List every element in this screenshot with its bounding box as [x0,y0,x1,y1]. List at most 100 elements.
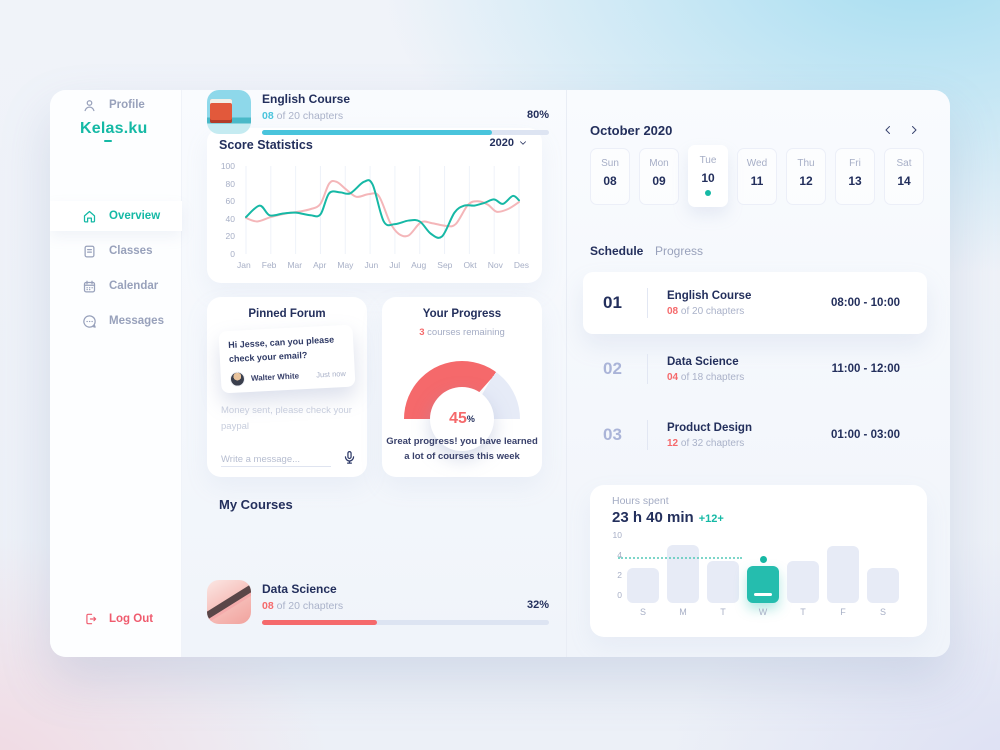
forum-author: Walter White [250,371,300,383]
score-line-chart [245,166,520,254]
day-name: Sun [601,158,619,169]
month-tick: Des [513,260,529,270]
hours-bar-t2[interactable] [707,561,739,603]
course-item[interactable]: English Course 08 of 20 chapters 80% [207,90,549,140]
day-number: 14 [897,174,911,188]
calendar-next-button[interactable] [906,122,922,138]
course-item[interactable]: Data Science 08 of 20 chapters 32% [207,580,549,630]
gauge-value: 45 % [430,387,494,451]
hours-bar-f5[interactable] [827,546,859,603]
forum-message-card[interactable]: Hi Jesse, can you please check your emai… [218,324,356,394]
hours-x-tick: T [720,607,726,617]
day-number: 13 [848,174,862,188]
hours-highlight-dot [760,555,767,563]
hours-bar-t4[interactable] [787,561,819,603]
course-thumbnail [207,90,251,134]
course-progress-fill [262,130,492,135]
calendar-day[interactable]: Thu 12 [786,148,826,205]
calendar-day[interactable]: Mon 09 [639,148,679,205]
remaining-count: 3 [419,327,425,338]
input-underline [221,466,331,467]
pinned-forum-card: Pinned Forum Hi Jesse, can you please ch… [207,297,367,477]
sidebar-item[interactable]: Profile [50,90,182,120]
sidebar-item[interactable]: Messages [50,306,182,336]
month-tick: Feb [261,260,277,270]
hours-y-tick: 4 [617,550,622,560]
score-statistics-title: Score Statistics [219,138,313,152]
schedule-course-name: English Course [667,289,752,302]
hours-x-tick: M [679,607,687,617]
calendar-day[interactable]: Tue 10 [688,145,728,207]
logo-accent [104,140,112,142]
day-number: 11 [750,174,764,188]
month-tick: Okt [463,260,477,270]
schedule-item-number: 03 [603,425,622,444]
sidebar-item[interactable]: Classes [50,236,182,266]
series-previous-year [245,179,520,238]
series-current-year [245,179,520,239]
schedule-item-number: 02 [603,359,622,378]
sidebar-item-label: Profile [109,99,145,111]
hours-bar-w3[interactable] [747,565,779,603]
month-tick: Jul [389,260,401,270]
calendar-month-label: October 2020 [590,123,673,138]
my-courses-title: My Courses [219,497,293,512]
hours-x-tick: F [840,607,846,617]
schedule-course-name: Data Science [667,355,739,368]
month-tick: Apr [313,260,327,270]
sidebar-item[interactable]: Calendar [50,271,182,301]
score-y-tick: 100 [220,161,235,171]
month-tick: Sep [437,260,453,270]
calendar-day[interactable]: Wed 11 [737,148,777,205]
message-input[interactable]: Write a message... [221,449,355,469]
course-percent: 80% [526,109,549,121]
gauge-percent: 45 [449,410,467,427]
course-percent: 32% [526,599,549,611]
calendar-prev-button[interactable] [880,122,896,138]
course-thumbnail [207,580,251,624]
app-logo: Kelas.ku [80,120,148,137]
logout-icon [84,612,98,626]
schedule-item[interactable]: 02 Data Science 04 of 18 chapters 11:00 … [583,338,927,400]
logout-button[interactable]: Log Out [50,604,182,634]
day-name: Mon [649,158,669,169]
avatar [229,371,246,388]
calendar-day[interactable]: Sun 08 [590,148,630,205]
forum-timestamp: Just now [316,368,347,380]
score-y-tick: 80 [225,178,235,189]
schedule-time: 11:00 - 12:00 [831,363,900,375]
day-name: Thu [797,158,815,169]
hours-bar-m1[interactable] [667,545,699,603]
year-dropdown-value: 2020 [489,137,514,149]
tab-schedule[interactable]: Schedule [590,244,644,258]
sidebar-item-label: Calendar [109,280,159,292]
month-tick: Mar [287,260,303,270]
gauge-percent-sign: % [466,414,475,424]
hours-bar-s6[interactable] [867,568,899,603]
hours-bar-s0[interactable] [627,568,659,603]
day-name: Fri [849,158,861,169]
month-tick: May [337,260,354,270]
calendar-day[interactable]: Sat 14 [884,148,924,205]
month-tick: Aug [411,260,427,270]
schedule-time: 01:00 - 03:00 [830,429,900,441]
pinned-forum-title: Pinned Forum [248,308,326,320]
year-dropdown[interactable]: 2020 [490,137,528,149]
sidebar-item[interactable]: Overview [50,201,182,231]
forum-secondary-message: Money sent, please check your paypal [221,405,352,433]
schedule-item[interactable]: 03 Product Design 12 of 32 chapters 01:0… [583,404,927,466]
schedule-divider [647,288,648,318]
selected-day-dot [705,190,711,196]
calendar-day[interactable]: Fri 13 [835,148,875,205]
schedule-divider [647,354,648,384]
microphone-icon[interactable] [342,449,357,466]
course-progress-track [262,620,549,625]
course-name: English Course [262,92,351,106]
tab-progress[interactable]: Progress [655,244,704,258]
month-tick: Jun [364,260,379,270]
schedule-item[interactable]: 01 English Course 08 of 20 chapters 08:0… [583,272,927,334]
progress-caption: Great progress! you have learned a lot o… [386,436,538,462]
sidebar-item-icon [82,209,97,224]
schedule-item-number: 01 [603,293,622,312]
courses-remaining: 3 courses remaining [419,327,505,338]
